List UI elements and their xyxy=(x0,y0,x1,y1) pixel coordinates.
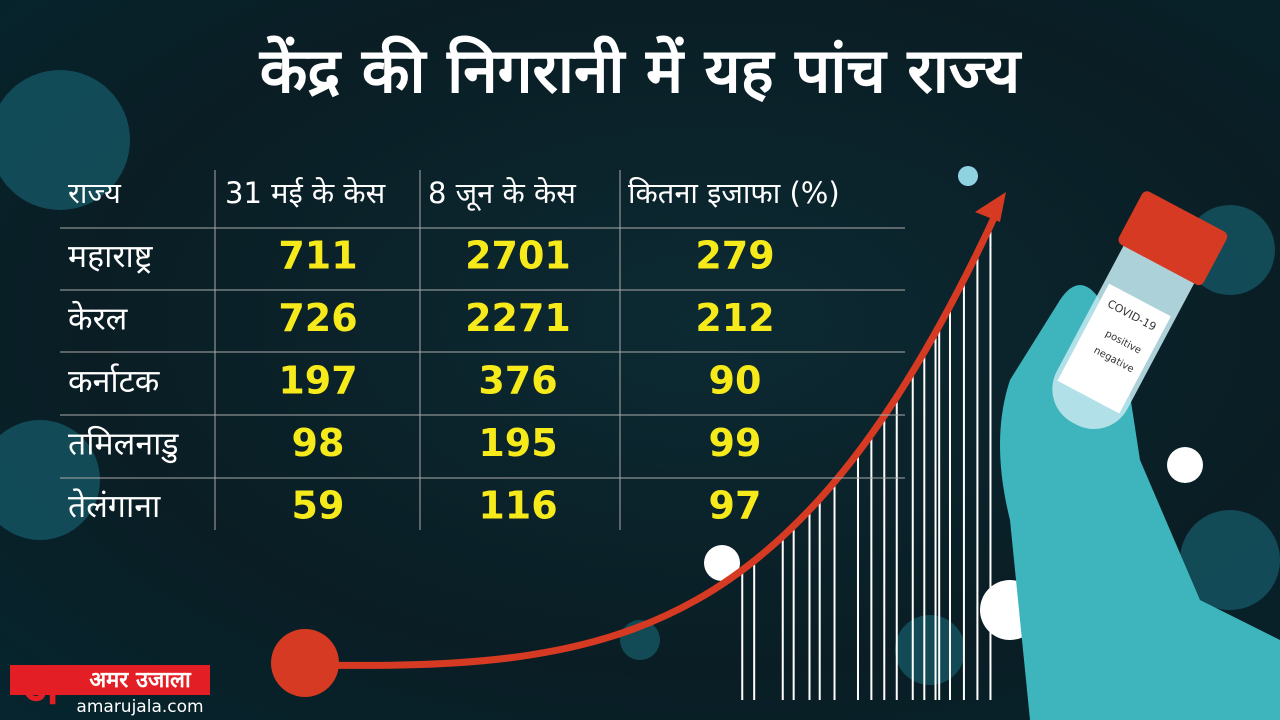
table: राज्य 31 मई के केस 8 जून के केस कितना इजाफा… xyxy=(60,170,905,530)
table-header: 31 मई के केस xyxy=(225,176,387,210)
table-header: कितना इजाफा (%) xyxy=(628,176,840,210)
title: केंद्र की निगरानी में यह पांच राज्य xyxy=(259,34,1022,107)
state-name: तेलंगाना xyxy=(68,487,161,525)
table-value: 116 xyxy=(478,484,557,528)
table-value: 711 xyxy=(278,234,357,278)
state-name: केरल xyxy=(68,300,129,338)
table-value: 195 xyxy=(478,421,557,465)
logo-name: अमर उजाला xyxy=(89,668,192,693)
virus-red xyxy=(271,629,339,697)
state-name: तमिलनाडु xyxy=(68,425,179,464)
table-value: 59 xyxy=(292,484,345,528)
virus-small xyxy=(958,166,978,186)
table-value: 197 xyxy=(278,359,357,403)
logo-bar xyxy=(10,665,210,695)
table-value: 212 xyxy=(695,296,774,340)
logo-url: amarujala.com xyxy=(76,697,203,717)
state-name: कर्नाटक xyxy=(68,362,161,400)
virus-white xyxy=(1167,447,1203,483)
state-name: महाराष्ट्र xyxy=(68,237,154,275)
table-value: 376 xyxy=(478,359,557,403)
table-value: 90 xyxy=(709,359,762,403)
test-tube: COVID-19 positive negative xyxy=(1052,191,1228,429)
virus-white xyxy=(704,545,740,581)
table-header: राज्य xyxy=(68,176,122,210)
arrow-head xyxy=(975,192,1006,222)
table-value: 726 xyxy=(278,296,357,340)
table-value: 2701 xyxy=(465,234,571,278)
table-value: 2271 xyxy=(465,296,571,340)
table-value: 279 xyxy=(695,234,774,278)
table-value: 97 xyxy=(709,484,762,528)
table-value: 99 xyxy=(709,421,762,465)
growth-bars xyxy=(741,225,992,700)
growth-arrow xyxy=(309,203,1004,669)
tube-cap xyxy=(1118,191,1228,286)
logo-letter: अ xyxy=(21,658,61,716)
table-value: 98 xyxy=(292,421,345,465)
tube-label xyxy=(1057,283,1171,414)
table-header: 8 जून के केस xyxy=(428,176,577,211)
